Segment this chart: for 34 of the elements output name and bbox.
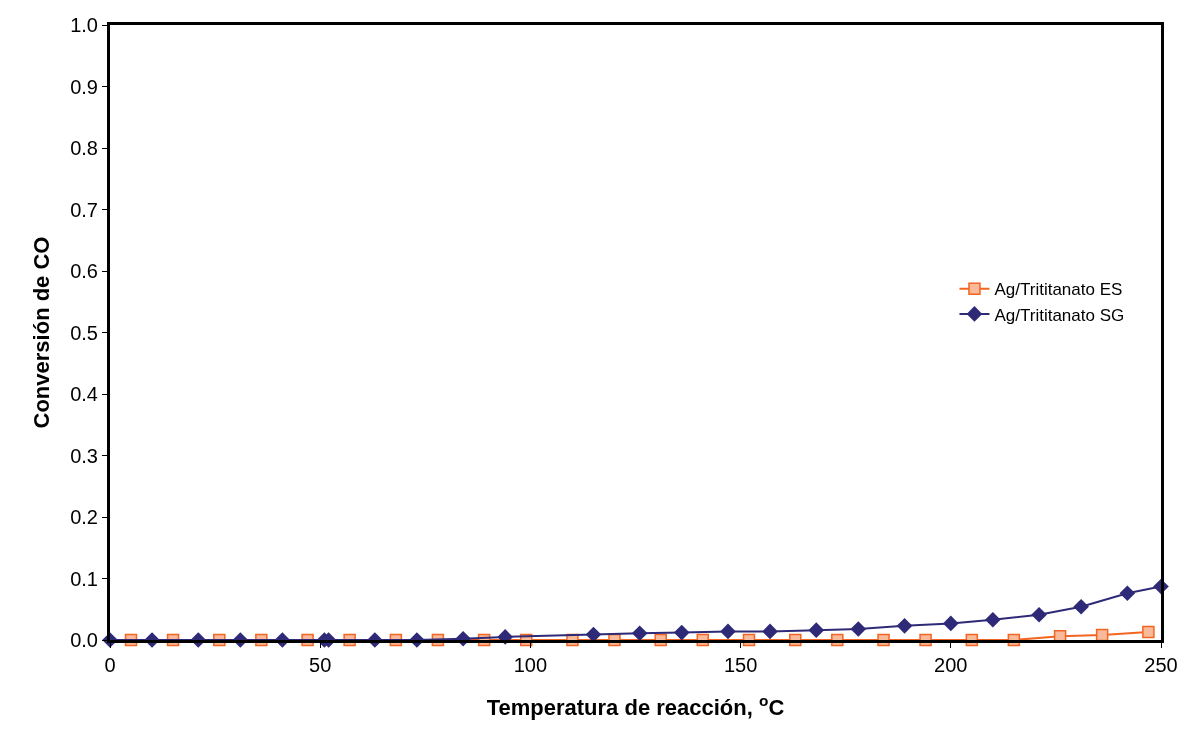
point [1031,606,1047,623]
point [762,623,778,640]
y-tick-label: 0.9 [70,75,98,98]
y-tick-label: 0.5 [70,321,98,344]
legend-label: Ag/Trititanato SG [994,305,1125,325]
x-tick-label: 150 [723,654,758,676]
point [1142,625,1155,639]
x-axis-title: Temperatura de reacción, $^{o}$C [486,691,785,720]
y-tick-label: 0.7 [70,198,98,221]
point [850,621,867,637]
y-axis-title: Conversión de CO [28,236,54,429]
point [896,618,913,634]
y-tick-label: 0.1 [70,567,98,590]
y-tick-label: 0.8 [70,137,98,159]
legend-label: Ag/Trititanato ES [994,280,1123,300]
point [943,615,959,632]
y-tick-label: 0.6 [70,260,98,282]
y-tick-label: 0.0 [70,629,98,651]
x-tick-label: 50 [309,654,332,676]
point [673,624,690,641]
point [985,611,1001,628]
point [1073,598,1089,615]
y-tick-label: 0.4 [70,383,98,405]
y-tick-label: 0.2 [70,506,98,528]
point [808,622,825,638]
x-tick-label: 250 [1144,654,1178,676]
y-tick-label: 0.3 [70,444,98,467]
x-tick-label: 200 [934,654,968,676]
point [720,623,736,640]
point [631,625,648,642]
y-tick-label: 1.0 [70,14,98,36]
x-tick-label: 0 [104,654,116,676]
point [1119,585,1136,602]
x-tick-label: 100 [513,654,548,676]
